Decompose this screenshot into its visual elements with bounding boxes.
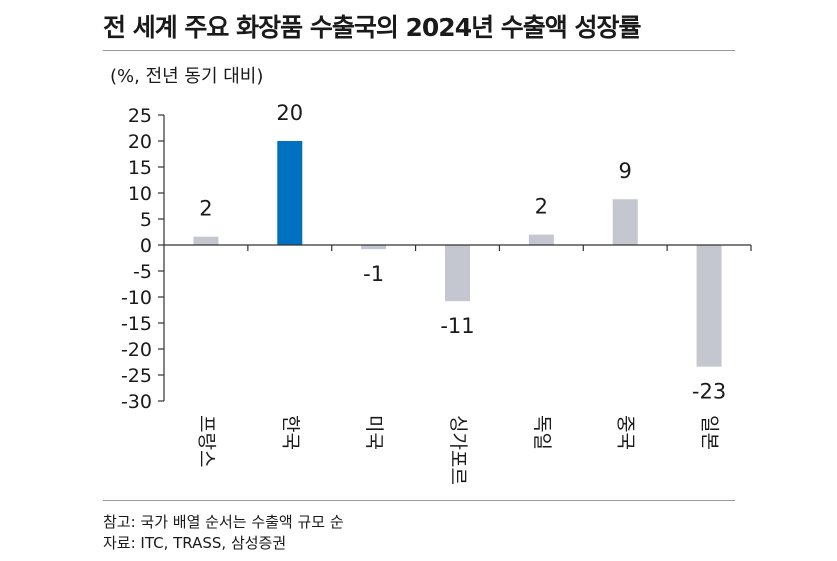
chart-title: 전 세계 주요 화장품 수출국의 2024년 수출액 성장률	[103, 13, 642, 42]
y-tick-label: 10	[128, 183, 152, 205]
x-tick-label: 한국	[279, 415, 301, 450]
x-tick-label: 중국	[615, 415, 637, 450]
notes: 참고: 국가 배열 순서는 수출액 규모 순 자료: ITC, TRASS, 삼…	[103, 512, 344, 554]
y-tick-label: -5	[133, 261, 152, 283]
y-tick-label: 20	[128, 131, 152, 153]
value-labels: 2 20 -1 -11 2 9 -23	[199, 101, 726, 404]
bar	[277, 141, 303, 245]
x-tick-label: 프랑스	[195, 415, 217, 467]
bar	[528, 234, 554, 245]
data-label: -23	[692, 380, 726, 404]
title-divider	[103, 50, 735, 51]
x-tick-label: 싱가포르	[447, 415, 469, 485]
y-tick-label: 0	[140, 235, 152, 257]
y-tick-label: -10	[121, 287, 152, 309]
note-source: 자료: ITC, TRASS, 삼성증권	[103, 534, 287, 552]
x-tick-label: 일본	[699, 415, 721, 450]
unit-label: (%, 전년 동기 대비)	[110, 66, 264, 87]
y-tick-label: 15	[128, 157, 152, 179]
bar	[193, 236, 219, 245]
bar	[612, 199, 638, 245]
bar	[361, 245, 387, 250]
y-tick-label: 5	[140, 209, 152, 231]
bar	[696, 245, 722, 367]
data-label: -1	[363, 262, 384, 286]
note-order: 참고: 국가 배열 순서는 수출액 규모 순	[103, 513, 344, 531]
x-tick-label: 독일	[531, 415, 553, 450]
x-tick-label: 미국	[363, 415, 385, 450]
bars	[193, 141, 722, 367]
y-tick-label: -25	[121, 365, 152, 387]
data-label: 2	[535, 195, 548, 219]
y-tick-label: -15	[121, 313, 152, 335]
data-label: 2	[199, 197, 212, 221]
y-tick-label: 25	[128, 105, 152, 127]
data-label: -11	[440, 314, 474, 338]
data-label: 20	[276, 101, 303, 125]
y-tick-label: -30	[121, 391, 152, 413]
y-axis: 25 20 15 10 5 0 -5 -10 -15 -20 -25 -30	[121, 105, 165, 413]
notes-divider	[103, 500, 735, 501]
data-label: 9	[619, 159, 632, 183]
bar	[445, 245, 470, 302]
x-axis: 프랑스 한국 미국 싱가포르 독일 중국 일본	[164, 244, 752, 485]
y-tick-label: -20	[121, 339, 152, 361]
